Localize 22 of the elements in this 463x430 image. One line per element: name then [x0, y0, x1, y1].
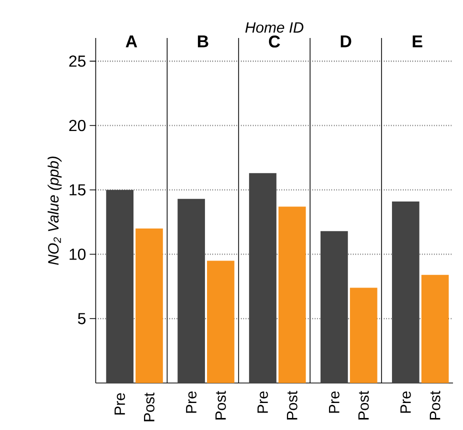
chart-title: C: [268, 36, 280, 48]
y-tick-label: 10: [70, 248, 86, 260]
x-tick-label: Pre: [114, 393, 126, 415]
chart-title: E: [412, 36, 422, 48]
x-tick-label: Post: [215, 390, 226, 420]
x-tick-label: Pre: [186, 391, 196, 413]
x-tick-label: Post: [358, 390, 369, 420]
y-axis-title: NO$_{2}$ Value (ppb): [48, 156, 62, 265]
chart-title: B: [198, 36, 208, 48]
x-tick-label: Post: [144, 392, 154, 422]
x-tick-label: Post: [286, 390, 298, 420]
y-tick-label: 15: [70, 184, 86, 196]
chart-title: A: [126, 36, 138, 48]
chart-title: D: [340, 36, 352, 48]
text: Home ID: [245, 22, 304, 33]
y-tick-label: 25: [69, 56, 86, 67]
y-tick-label: 5: [78, 313, 86, 324]
x-tick-label: Pre: [328, 391, 340, 413]
x-tick-label: Pre: [258, 391, 268, 413]
x-tick-label: Post: [430, 390, 440, 420]
y-tick-label: 20: [69, 120, 86, 132]
x-tick-label: Pre: [400, 391, 411, 413]
